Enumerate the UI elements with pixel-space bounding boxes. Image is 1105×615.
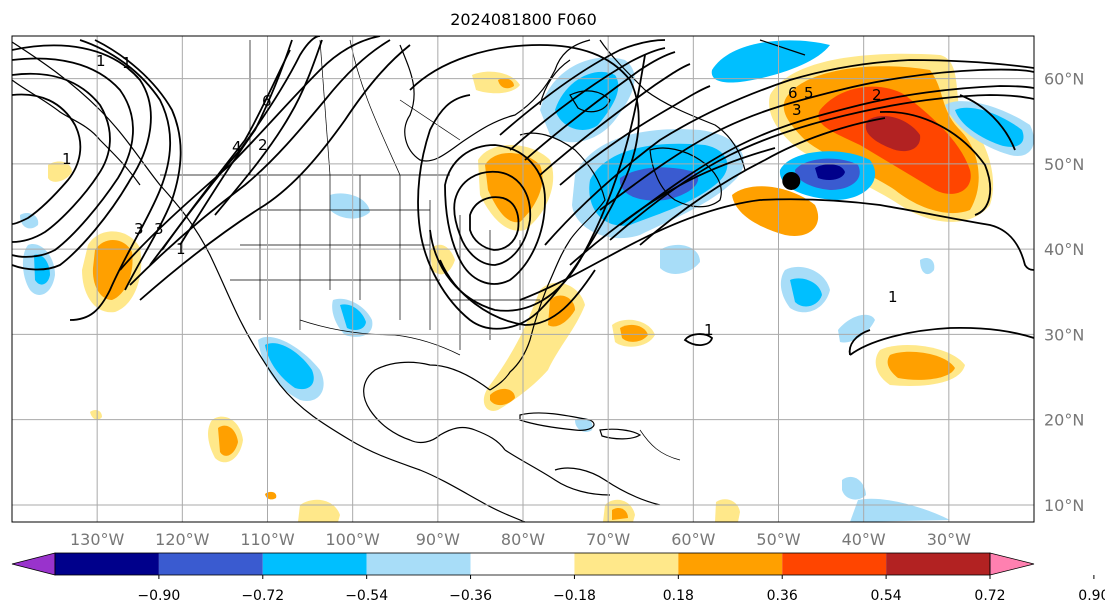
map-frame	[11, 35, 1035, 523]
longitude-labels: 130°W 120°W 110°W 100°W 90°W 80°W 70°W 60°W 50°W…	[70, 530, 971, 549]
longitude-label: 90°W	[416, 530, 460, 549]
colorbar-tick-label: 0.36	[767, 588, 798, 604]
colorbar-swatch	[782, 553, 887, 575]
longitude-label: 130°W	[70, 530, 125, 549]
longitude-label: 120°W	[155, 530, 210, 549]
longitude-label: 50°W	[756, 530, 800, 549]
colorbar-extend-min	[11, 552, 56, 576]
contour-label: 1	[704, 321, 714, 339]
colorbar-tick-label: 0.90	[1078, 588, 1105, 604]
longitude-label: 110°W	[240, 530, 295, 549]
latitude-labels: 10°N 20°N 30°N 40°N 50°N 60°N	[1044, 70, 1084, 515]
contour-label: 6	[788, 84, 798, 102]
longitude-label: 60°W	[671, 530, 715, 549]
latitude-label: 40°N	[1044, 240, 1084, 259]
contour-label: 4	[232, 138, 242, 156]
contour-label: 3	[792, 101, 802, 119]
colorbar-extend-max	[989, 552, 1035, 576]
positive-anomaly-region	[620, 324, 648, 342]
negative-anomaly-region	[842, 476, 866, 500]
contour-label: 1	[176, 240, 186, 258]
location-marker	[782, 171, 801, 190]
positive-anomaly-region	[490, 388, 515, 406]
colorbar-tick-label: 0.72	[974, 588, 1005, 604]
map-gridlines	[12, 36, 1034, 522]
negative-anomaly-region	[955, 107, 1024, 147]
map-title: 2024081800 F060	[450, 10, 597, 29]
colorbar-tick-labels: −0.90 −0.72 −0.54 −0.36 −0.18 0.18 0.36 0.54 0.7…	[137, 575, 1105, 604]
colorbar-swatch	[470, 553, 575, 575]
positive-anomaly-region	[92, 240, 133, 300]
positive-anomaly-region	[887, 351, 955, 380]
positive-anomaly-region	[90, 409, 102, 420]
positive-anomaly-region	[430, 244, 455, 275]
negative-anomaly-region	[265, 343, 314, 390]
colorbar-frame	[54, 552, 991, 576]
contour-label: 5	[804, 84, 814, 102]
colorbar-tick-label: −0.72	[241, 588, 284, 604]
political-borders	[160, 39, 681, 461]
coastlines	[12, 39, 806, 522]
latitude-label: 50°N	[1044, 155, 1084, 174]
negative-anomaly-region	[575, 418, 593, 432]
contour-label: 1	[888, 288, 898, 306]
longitude-label: 40°W	[842, 530, 886, 549]
negative-anomaly-region	[815, 164, 845, 180]
colorbar	[11, 552, 1035, 576]
latitude-label: 20°N	[1044, 411, 1084, 430]
colorbar-tick-label: −0.36	[449, 588, 492, 604]
contour-label: 2	[258, 136, 268, 154]
positive-anomaly-region	[48, 161, 72, 182]
colorbar-swatch	[366, 553, 471, 575]
longitude-label: 80°W	[501, 530, 545, 549]
colorbar-tick-label: −0.18	[553, 588, 596, 604]
positive-anomaly-region	[218, 425, 238, 456]
colorbar-tick-label: 0.18	[663, 588, 694, 604]
negative-anomaly-region	[20, 213, 39, 229]
contour-label: 1	[122, 54, 132, 72]
contour-label: 1	[96, 52, 106, 70]
contour-label: 3	[134, 220, 144, 238]
negative-anomaly-region	[790, 278, 822, 307]
latitude-label: 60°N	[1044, 70, 1084, 89]
contour-label: 6	[262, 92, 272, 110]
longitude-label: 100°W	[325, 530, 380, 549]
latitude-label: 30°N	[1044, 325, 1084, 344]
colorbar-swatch	[886, 553, 990, 575]
colorbar-swatch	[678, 553, 783, 575]
positive-anomaly-region	[498, 78, 514, 89]
colorbar-swatch	[158, 553, 263, 575]
negative-anomaly-region	[838, 314, 875, 343]
longitude-label: 70°W	[586, 530, 630, 549]
contour-label: 2	[872, 86, 882, 104]
negative-anomaly-region	[920, 258, 935, 275]
contour-label: 1	[62, 150, 72, 168]
negative-anomaly-region	[660, 244, 700, 274]
negative-anomaly-region	[555, 71, 619, 130]
positive-anomaly-region	[485, 152, 543, 223]
longitude-label: 30°W	[927, 530, 971, 549]
colorbar-swatch	[55, 553, 159, 575]
positive-anomaly-region	[612, 507, 628, 520]
colorbar-swatch	[262, 553, 367, 575]
colorbar-tick-label: −0.54	[345, 588, 388, 604]
colorbar-swatch	[574, 553, 679, 575]
positive-anomaly-region	[865, 115, 921, 152]
contour-label: 3	[154, 220, 164, 238]
colorbar-tick-label: −0.90	[137, 588, 180, 604]
negative-anomaly-region	[711, 40, 830, 83]
negative-anomaly-region	[619, 167, 699, 201]
anomaly-shading	[20, 40, 1034, 522]
height-contours	[12, 36, 1034, 356]
colorbar-tick-label: 0.54	[871, 588, 902, 604]
latitude-label: 10°N	[1044, 496, 1084, 515]
